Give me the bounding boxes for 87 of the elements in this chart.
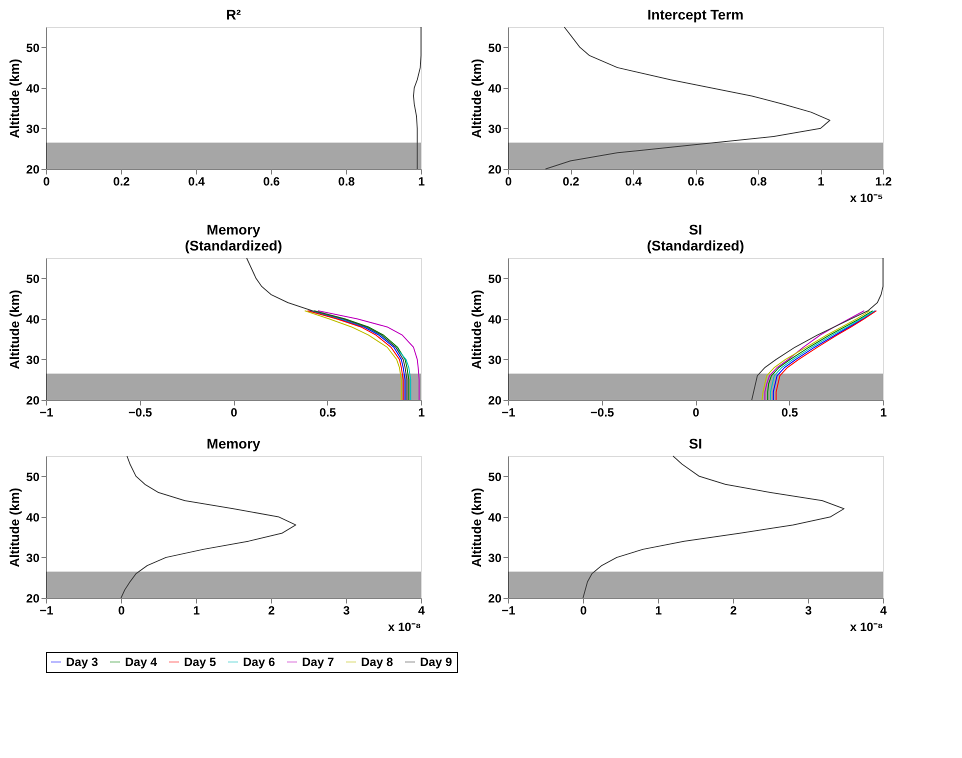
legend-label: Day 6 bbox=[243, 655, 276, 669]
y-tick-label: 30 bbox=[488, 550, 502, 565]
y-axis-title: Altitude (km) bbox=[469, 290, 484, 370]
x-tick-label: 1 bbox=[880, 406, 888, 420]
y-tick-label: 40 bbox=[26, 81, 40, 96]
x-tick-label: −0.5 bbox=[590, 406, 614, 420]
y-axis-title: Altitude (km) bbox=[7, 290, 22, 370]
chart-title: SI (Standardized) bbox=[646, 222, 744, 254]
y-tick-label: 30 bbox=[26, 550, 40, 565]
y-tick-label: 50 bbox=[26, 40, 40, 55]
y-axis-title: Altitude (km) bbox=[7, 58, 22, 138]
legend-label: Day 7 bbox=[302, 655, 334, 669]
chart-title: Memory (Standardized) bbox=[184, 222, 282, 254]
x-tick-label: 0 bbox=[118, 604, 126, 618]
line-series bbox=[120, 456, 296, 598]
legend-label: Day 8 bbox=[361, 655, 394, 669]
x-tick-label: 1.2 bbox=[875, 174, 892, 188]
x-tick-label: 0.8 bbox=[750, 174, 768, 188]
line-series bbox=[751, 258, 884, 400]
x-tick-label: 1 bbox=[418, 174, 426, 188]
x-tick-label: 0 bbox=[692, 406, 700, 420]
x-tick-label: 0.4 bbox=[625, 174, 642, 188]
x-tick-label: 4 bbox=[880, 604, 888, 618]
text: x 10⁻⁵ bbox=[850, 191, 883, 205]
y-tick-label: 20 bbox=[488, 592, 502, 606]
x-tick-label: 4 bbox=[418, 604, 426, 618]
y-tick-label: 50 bbox=[488, 40, 502, 55]
x-tick-label: −1 bbox=[40, 604, 54, 618]
y-tick-label: 30 bbox=[488, 352, 502, 367]
x-tick-label: −1 bbox=[502, 604, 516, 618]
x-tick-label: 2 bbox=[268, 604, 276, 618]
x-tick-label: 0.6 bbox=[688, 174, 705, 188]
line-series bbox=[582, 456, 844, 598]
x-tick-label: 0.5 bbox=[319, 406, 336, 420]
y-tick-label: 20 bbox=[26, 394, 40, 408]
y-axis-title: Altitude (km) bbox=[469, 488, 484, 568]
x-tick-label: 1 bbox=[418, 406, 426, 420]
line-series bbox=[413, 26, 422, 170]
y-tick-label: 40 bbox=[26, 510, 40, 524]
y-tick-label: 50 bbox=[488, 272, 502, 286]
x-tick-label: 0.4 bbox=[188, 174, 206, 188]
y-axis-title: Altitude (km) bbox=[7, 488, 22, 568]
x-tick-label: 0 bbox=[505, 174, 512, 188]
x-tick-label: 0 bbox=[43, 174, 50, 188]
text: x 10⁻⁸ bbox=[388, 620, 421, 634]
chart-title: R² bbox=[226, 6, 242, 22]
x-tick-label: 0.5 bbox=[781, 406, 798, 420]
chart-title: Memory bbox=[206, 436, 261, 452]
y-tick-label: 30 bbox=[26, 122, 40, 136]
y-tick-label: 20 bbox=[488, 162, 502, 176]
legend-label: Day 9 bbox=[420, 655, 452, 669]
x-tick-label: −0.5 bbox=[128, 406, 152, 420]
y-tick-label: 40 bbox=[488, 510, 502, 524]
x-tick-label: 1 bbox=[818, 174, 825, 188]
y-tick-label: 50 bbox=[26, 470, 40, 484]
y-tick-label: 50 bbox=[488, 470, 502, 484]
chart-title: SI bbox=[688, 436, 702, 452]
legend-label: Day 4 bbox=[125, 655, 158, 669]
y-tick-label: 40 bbox=[488, 312, 502, 326]
y-tick-label: 30 bbox=[488, 122, 502, 136]
x-tick-label: 1 bbox=[655, 604, 662, 618]
x-tick-label: 1 bbox=[193, 604, 200, 618]
y-tick-label: 40 bbox=[488, 81, 502, 96]
x-tick-label: 0 bbox=[230, 406, 238, 420]
x-tick-label: −1 bbox=[502, 406, 516, 420]
y-axis-title: Altitude (km) bbox=[469, 58, 484, 138]
legend-label: Day 5 bbox=[184, 655, 216, 669]
x-tick-label: 2 bbox=[730, 604, 738, 618]
y-tick-label: 20 bbox=[26, 162, 40, 176]
legend-label: Day 3 bbox=[66, 655, 98, 669]
x-tick-label: 3 bbox=[343, 604, 350, 618]
y-tick-label: 20 bbox=[488, 394, 502, 408]
x-tick-label: 0.8 bbox=[338, 174, 356, 188]
y-tick-label: 20 bbox=[26, 592, 40, 606]
x-tick-label: −1 bbox=[40, 406, 54, 420]
x-tick-label: 0 bbox=[580, 604, 588, 618]
y-tick-label: 40 bbox=[26, 312, 40, 326]
y-tick-label: 30 bbox=[26, 352, 40, 367]
x-tick-label: 0.2 bbox=[113, 174, 130, 188]
x-tick-label: 0.6 bbox=[263, 174, 280, 188]
y-tick-label: 50 bbox=[26, 272, 40, 286]
x-tick-label: 3 bbox=[805, 604, 812, 618]
line-series bbox=[545, 26, 830, 170]
text: x 10⁻⁸ bbox=[850, 620, 883, 634]
x-tick-label: 0.2 bbox=[562, 174, 580, 188]
line-series bbox=[246, 258, 408, 400]
chart-title: Intercept Term bbox=[647, 6, 744, 22]
